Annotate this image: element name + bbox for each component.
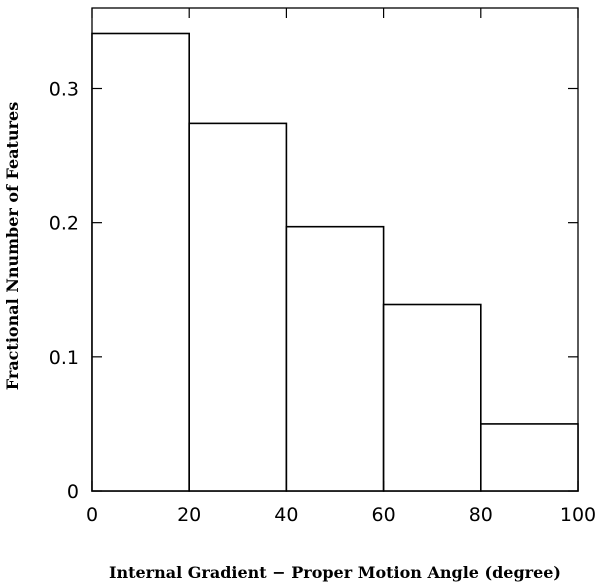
histogram-bar xyxy=(188,122,288,492)
y-tick-label: 0.2 xyxy=(49,213,79,235)
y-tick-labels: 0 0.1 0.2 0.3 xyxy=(49,79,79,504)
histogram-bar xyxy=(479,423,579,492)
x-tick-label: 100 xyxy=(560,504,596,526)
histogram-bar xyxy=(285,225,385,492)
x-tick-label: 80 xyxy=(469,504,493,526)
x-tick-label: 20 xyxy=(177,504,201,526)
bars-group xyxy=(91,32,579,492)
x-axis-label: Internal Gradient − Proper Motion Angle … xyxy=(109,563,561,582)
y-axis-label: Fractional Nnumber of Features xyxy=(3,102,22,390)
x-tick-label: 60 xyxy=(372,504,396,526)
histogram-bar xyxy=(382,303,482,492)
x-tick-labels: 0 20 40 60 80 100 xyxy=(86,504,596,526)
x-tick-label: 0 xyxy=(86,504,98,526)
y-tick-label: 0 xyxy=(67,481,79,503)
y-tick-label: 0.3 xyxy=(49,79,79,101)
x-tick-label: 40 xyxy=(274,504,298,526)
ticks-group xyxy=(91,8,579,492)
y-tick-label: 0.1 xyxy=(49,347,79,369)
histogram-bar xyxy=(91,32,190,492)
